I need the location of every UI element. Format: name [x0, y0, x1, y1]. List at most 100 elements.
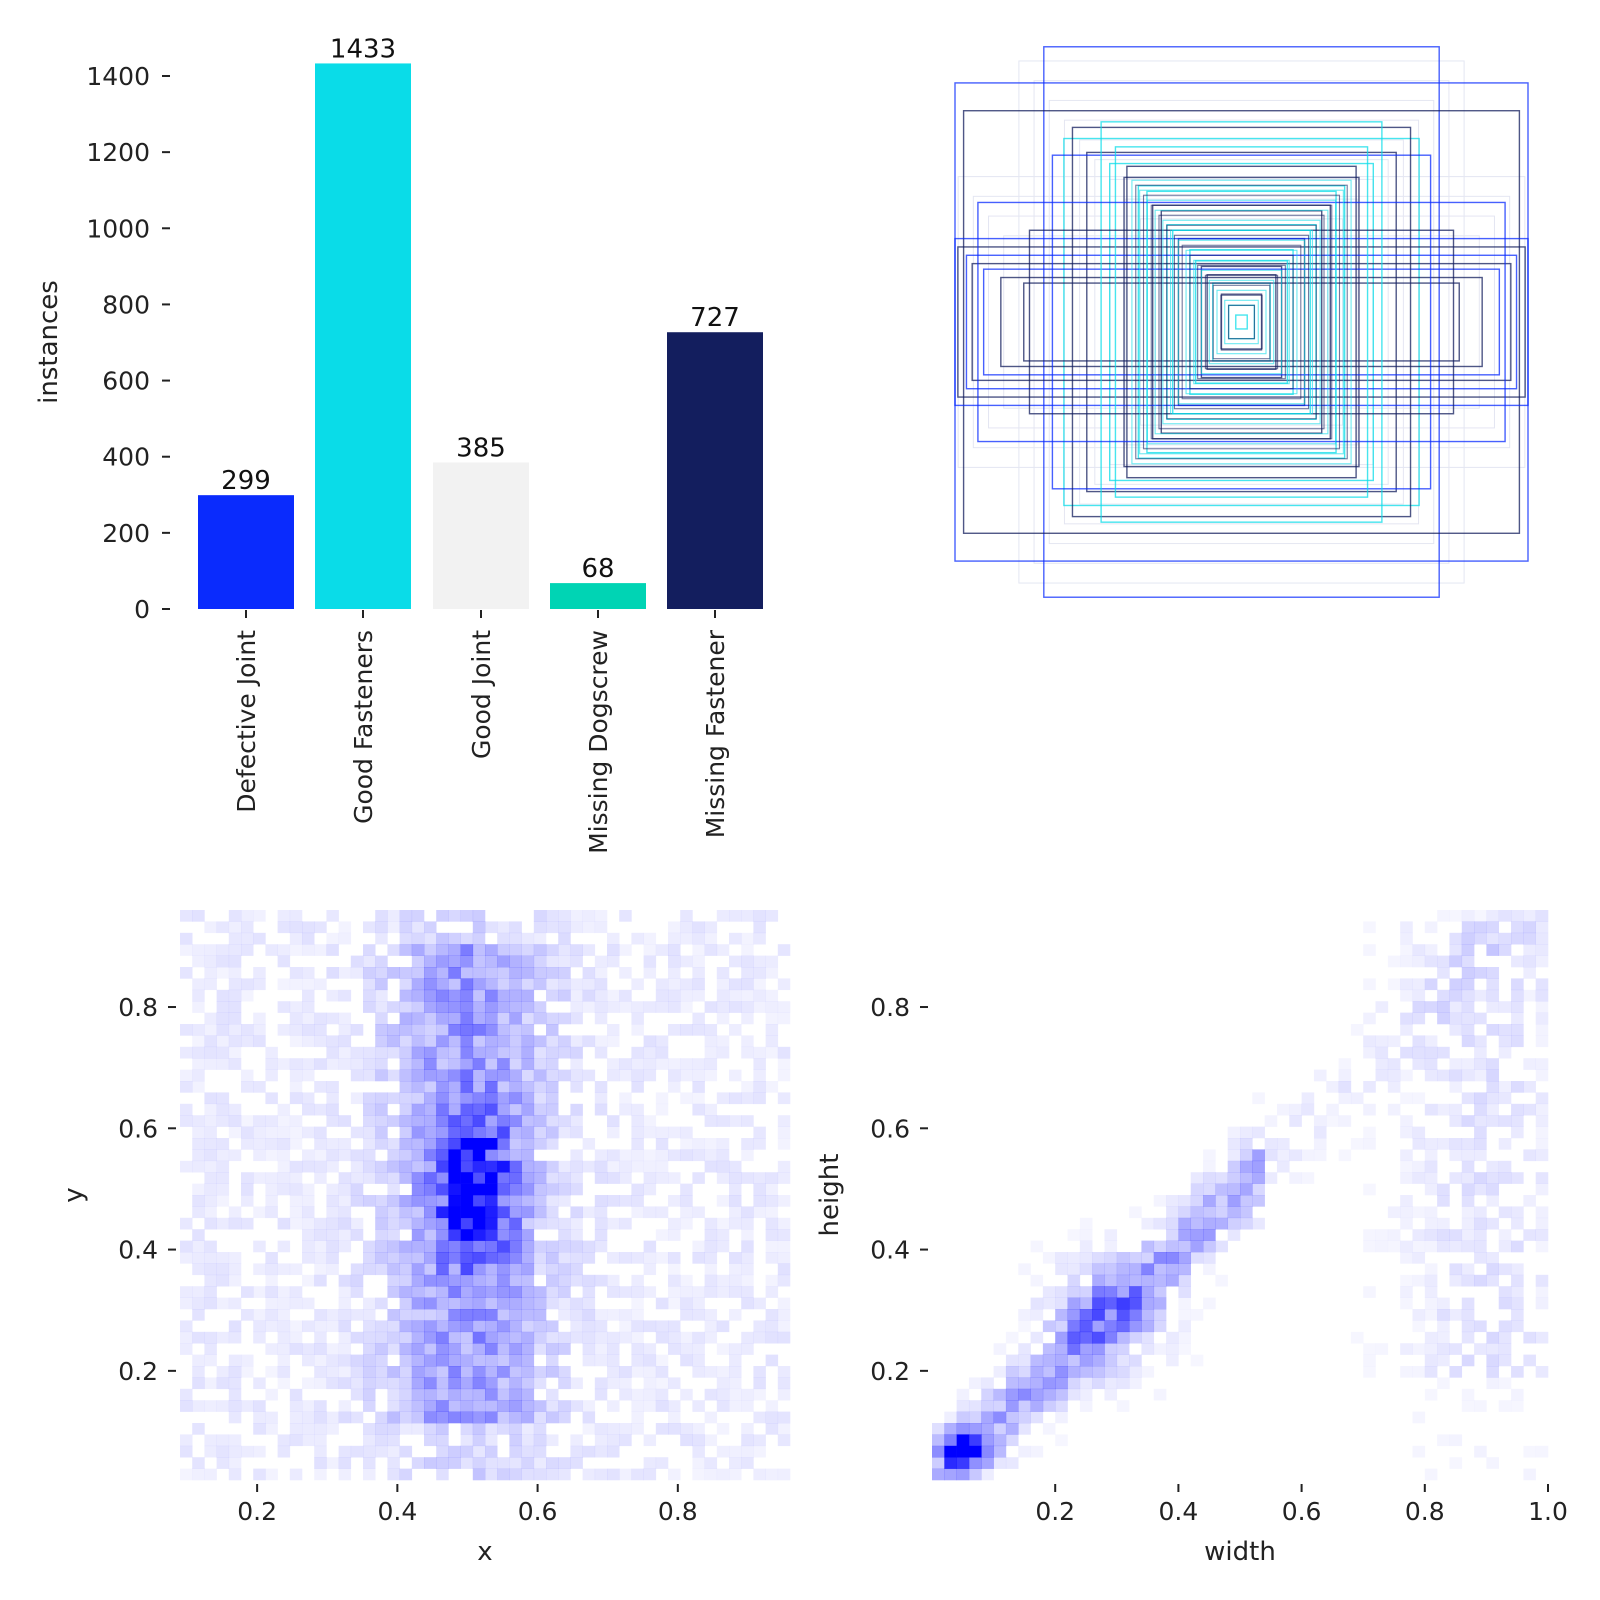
- heatmap-cell: [631, 1297, 644, 1310]
- heatmap-cell: [533, 1252, 547, 1264]
- bbox-good-fasteners: [1100, 121, 1383, 523]
- heatmap-cell: [1498, 1024, 1512, 1036]
- heatmap-cell: [1474, 1343, 1487, 1355]
- heatmap-cell: [729, 1445, 742, 1458]
- heatmap-cell: [1006, 1332, 1019, 1344]
- heatmap-cell: [460, 1411, 474, 1424]
- heatmap-cell: [607, 1149, 620, 1162]
- heatmap-cell: [436, 967, 449, 979]
- heatmap-cell: [204, 1286, 217, 1298]
- heatmap-cell: [692, 978, 705, 991]
- heatmap-cell: [521, 1001, 535, 1013]
- heatmap-cell: [448, 978, 461, 991]
- heatmap-cell: [932, 1457, 945, 1469]
- heatmap-cell: [204, 1445, 217, 1458]
- heatmap-cell: [497, 978, 510, 991]
- heatmap-cell: [485, 1377, 498, 1390]
- heatmap-cell: [956, 1423, 970, 1435]
- heatmap-cell: [472, 1103, 486, 1116]
- heatmap-cell: [558, 1172, 571, 1184]
- heatmap-cell: [668, 1252, 681, 1264]
- heatmap-cell: [1141, 1309, 1155, 1321]
- heatmap-cell: [216, 1377, 230, 1390]
- heatmap-cell: [570, 1434, 583, 1447]
- heatmap-cell: [668, 1468, 681, 1481]
- heatmap-cell: [1412, 944, 1426, 956]
- heatmap-cell: [1400, 1161, 1413, 1173]
- heatmap-cell: [643, 1001, 657, 1013]
- heatmap-cell: [302, 1400, 315, 1412]
- heatmap-cell: [692, 1468, 705, 1481]
- heatmap-cell: [729, 1217, 742, 1230]
- heatmap-cell: [411, 1217, 425, 1230]
- heatmap-cell: [497, 1274, 510, 1287]
- heatmap-cell: [1203, 1149, 1216, 1161]
- heatmap-cell: [1474, 1229, 1487, 1241]
- heatmap-cell: [497, 1206, 510, 1219]
- heatmap-cell: [460, 1195, 474, 1207]
- heatmap-cell: [375, 1297, 388, 1310]
- y-tick-label: 0.2: [118, 1357, 158, 1386]
- heatmap-cell: [655, 1457, 669, 1469]
- heatmap-cell: [424, 1434, 437, 1447]
- heatmap-cell: [216, 1103, 230, 1116]
- heatmap-cell: [436, 1252, 449, 1264]
- heatmap-cell: [204, 1092, 217, 1105]
- heatmap-cell: [680, 1058, 693, 1070]
- heatmap-cell: [533, 1115, 547, 1127]
- heatmap-cell: [399, 1423, 413, 1435]
- heatmap-cell: [472, 1206, 486, 1219]
- heatmap-cell: [993, 1400, 1007, 1412]
- heatmap-cell: [411, 1035, 425, 1048]
- heatmap-cell: [509, 1024, 522, 1036]
- heatmap-cell: [1523, 1195, 1536, 1207]
- heatmap-cell: [448, 1445, 461, 1458]
- heatmap-cell: [1523, 1058, 1536, 1070]
- heatmap-cell: [533, 944, 547, 956]
- heatmap-cell: [594, 921, 608, 934]
- heatmap-cell: [509, 1058, 522, 1070]
- heatmap-cell: [944, 1445, 957, 1458]
- heatmap-cell: [326, 1103, 339, 1116]
- heatmap-cell: [448, 1240, 461, 1253]
- heatmap-cell: [485, 1274, 498, 1287]
- heatmap-cell: [411, 1354, 425, 1367]
- heatmap-cell: [375, 1206, 388, 1219]
- heatmap-cell: [643, 967, 657, 979]
- heatmap-cell: [1104, 1354, 1118, 1367]
- heatmap-cell: [993, 1434, 1007, 1447]
- heatmap-cell: [1486, 1366, 1500, 1378]
- heatmap-cell: [1424, 1001, 1438, 1013]
- heatmap-cell: [765, 1024, 779, 1036]
- heatmap-cell: [216, 1434, 230, 1447]
- heatmap-cell: [472, 1149, 486, 1162]
- heatmap-cell: [1498, 1172, 1512, 1184]
- heatmap-cell: [448, 1001, 461, 1013]
- heatmap-cell: [302, 1434, 315, 1447]
- heatmap-cell: [704, 1229, 718, 1241]
- heatmap-cell: [375, 1320, 388, 1333]
- heatmap-cell: [387, 1138, 400, 1150]
- y-tick-label: 200: [102, 519, 150, 548]
- heatmap-cell: [448, 1274, 461, 1287]
- heatmap-cell: [607, 1331, 620, 1344]
- heatmap-cell: [485, 1092, 498, 1105]
- heatmap-cell: [509, 1115, 522, 1127]
- heatmap-cell: [436, 1217, 449, 1230]
- heatmap-cell: [411, 1012, 425, 1025]
- heatmap-cell: [631, 1252, 644, 1264]
- heatmap-cell: [399, 1331, 413, 1344]
- heatmap-cell: [765, 967, 779, 979]
- heatmap-cell: [338, 1331, 352, 1344]
- heatmap-cell: [265, 1149, 278, 1162]
- heatmap-cell: [375, 1172, 388, 1184]
- heatmap-cell: [1461, 910, 1475, 922]
- heatmap-cell: [570, 1309, 583, 1321]
- heatmap-cell: [326, 1115, 339, 1127]
- heatmap-cell: [582, 1343, 596, 1355]
- heatmap-cell: [241, 1138, 254, 1150]
- heatmap-cell: [387, 1046, 400, 1059]
- heatmap-cell: [411, 1081, 425, 1093]
- heatmap-cell: [399, 1343, 413, 1355]
- heatmap-cell: [216, 1217, 230, 1230]
